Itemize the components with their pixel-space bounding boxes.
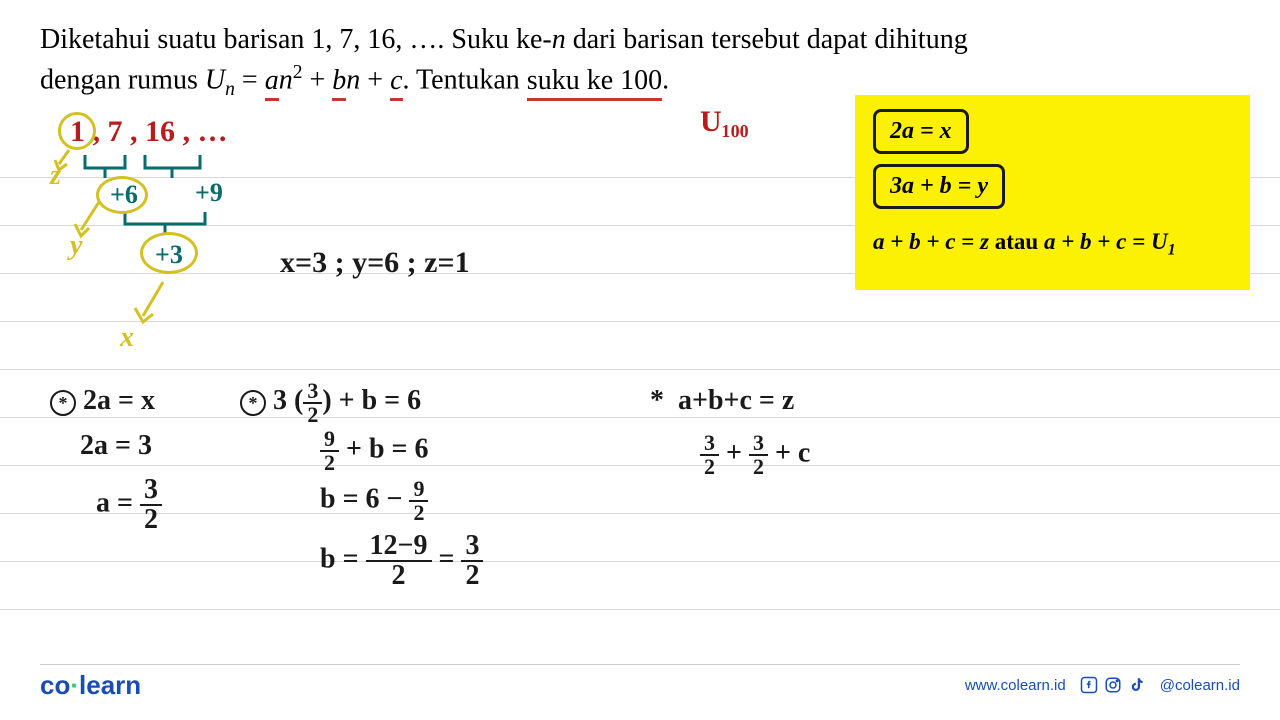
- step1-l3-num: 3: [140, 476, 162, 506]
- step3: * a+b+c = z: [650, 385, 794, 417]
- step1-l3-a: a =: [96, 487, 140, 518]
- step2-l1: 3 (32) + b = 6: [273, 385, 421, 416]
- instagram-icon[interactable]: [1104, 676, 1122, 694]
- formula-U: U: [205, 65, 225, 96]
- yellow-f3-p2a: a + b + c = U: [1044, 229, 1168, 254]
- yellow-formula-1: 2a = x: [873, 109, 969, 154]
- social-handle[interactable]: @colearn.id: [1160, 677, 1240, 694]
- yellow-f3-p1: a + b + c = z: [873, 229, 989, 254]
- problem-line2-part1: dengan rumus: [40, 65, 205, 96]
- hw-xyz-values: x=3 ; y=6 ; z=1: [280, 246, 470, 280]
- brand-logo: co·learn: [40, 670, 141, 701]
- asterisk-2-icon: *: [240, 390, 266, 416]
- formula-sq: 2: [293, 62, 303, 83]
- step3-l1: a+b+c = z: [678, 385, 794, 416]
- yellow-formula-2: 3a + b = y: [873, 164, 1005, 209]
- hw-diff2: +9: [195, 178, 223, 208]
- problem-line1-part2: dari barisan tersebut dapat dihitung: [566, 24, 968, 55]
- formula-n-sub: n: [225, 79, 235, 100]
- asterisk-3-icon: *: [650, 385, 664, 416]
- step2-l4-f1d: 2: [388, 562, 410, 590]
- asterisk-1-icon: *: [50, 390, 76, 416]
- step2-l4-f1n: 12−9: [366, 532, 432, 562]
- logo-co: co: [40, 670, 70, 700]
- step2-l2: 92 + b = 6: [320, 428, 428, 474]
- step2-l4-f2d: 2: [461, 562, 483, 590]
- yellow-arrows: [45, 130, 165, 330]
- step1-l1: 2a = x: [83, 385, 155, 416]
- page-root: Diketahui suatu barisan 1, 7, 16, …. Suk…: [0, 0, 1280, 720]
- logo-learn: learn: [79, 670, 141, 700]
- logo-dot-icon: ·: [70, 670, 79, 700]
- problem-statement: Diketahui suatu barisan 1, 7, 16, …. Suk…: [40, 20, 1240, 104]
- yellow-formula-3: a + b + c = z atau a + b + c = U1: [873, 229, 1232, 260]
- step2-l4-f2n: 3: [461, 532, 483, 562]
- step1-l2: 2a = 3: [80, 430, 152, 462]
- formula-n3: n: [346, 65, 360, 96]
- yellow-f3-p2b: 1: [1168, 242, 1176, 259]
- step1: * 2a = x: [50, 385, 155, 417]
- step2-l4-a: b =: [320, 543, 366, 574]
- problem-var-n: n: [552, 24, 566, 55]
- tiktok-icon[interactable]: [1128, 676, 1146, 694]
- formula-a: a: [265, 65, 279, 96]
- facebook-icon[interactable]: [1080, 676, 1098, 694]
- footer-right: www.colearn.id @colearn.id: [965, 676, 1240, 694]
- footer: co·learn www.colearn.id @colearn.id: [0, 665, 1280, 705]
- hw-u100: U₁₀₀: [700, 105, 749, 139]
- website-link[interactable]: www.colearn.id: [965, 677, 1066, 694]
- formula-reference-box: 2a = x 3a + b = y a + b + c = z atau a +…: [855, 95, 1250, 290]
- step1-l3-den: 2: [140, 506, 162, 534]
- step2-l4-eq: =: [432, 543, 462, 574]
- problem-line2-part3: .: [662, 65, 669, 96]
- step3-l2: 32 + 32 + c: [700, 432, 810, 478]
- step2-l4: b = 12−92 = 32: [320, 532, 483, 590]
- formula-c: c: [390, 65, 402, 96]
- problem-line2-part2: . Tentukan: [403, 65, 527, 96]
- step2-l3: b = 6 − 92: [320, 478, 428, 524]
- step2: * 3 (32) + b = 6: [240, 380, 421, 426]
- step1-l3: a = 32: [96, 476, 162, 534]
- formula-b: b: [332, 65, 346, 96]
- social-icons: [1080, 676, 1146, 694]
- problem-underlined: suku ke 100: [527, 65, 662, 101]
- formula-n2: n: [279, 65, 293, 96]
- yellow-f3-atau: atau: [989, 229, 1044, 254]
- formula-plus1: +: [302, 65, 332, 96]
- formula-plus2: +: [360, 65, 390, 96]
- formula-eq: =: [235, 65, 265, 96]
- problem-line1-part1: Diketahui suatu barisan 1, 7, 16, …. Suk…: [40, 24, 552, 55]
